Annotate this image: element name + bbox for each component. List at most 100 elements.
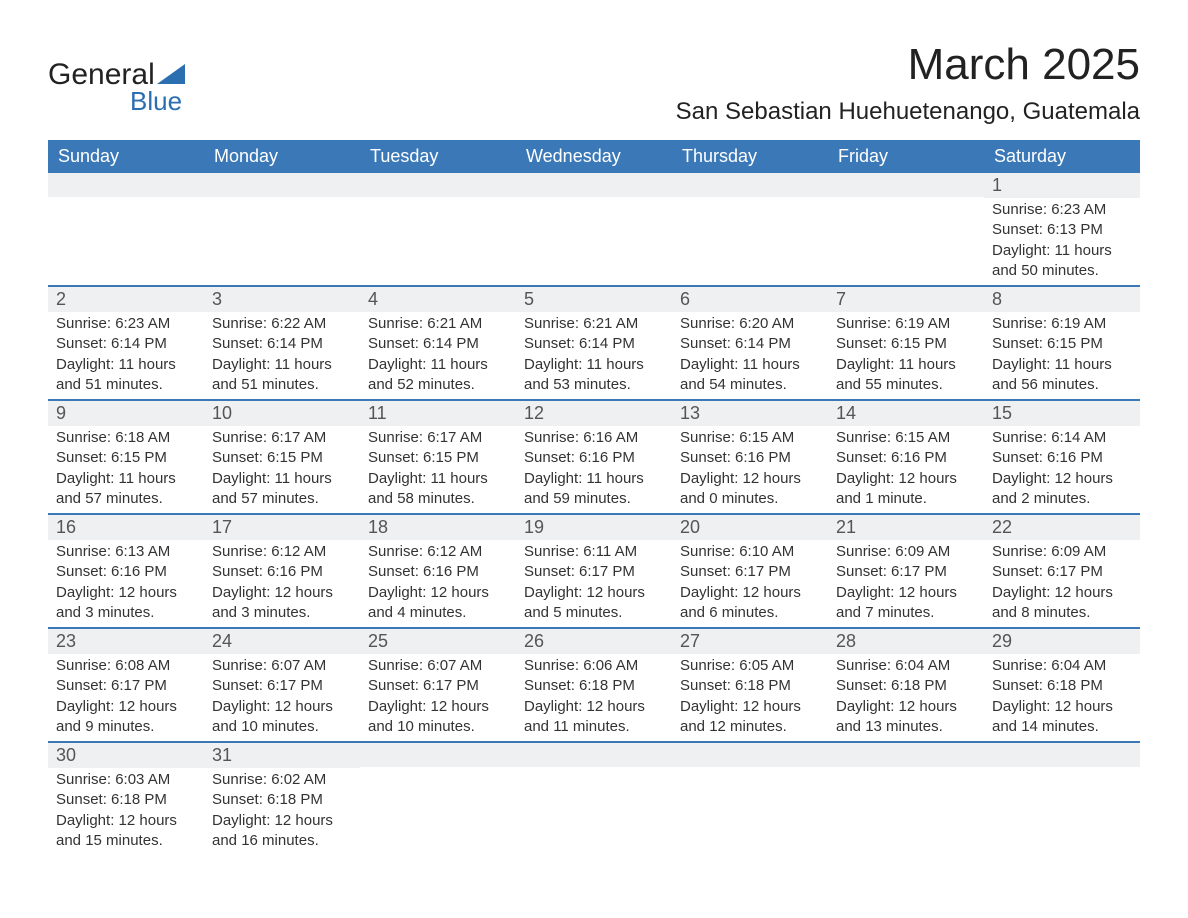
day-details: Sunrise: 6:19 AMSunset: 6:15 PMDaylight:… (984, 312, 1140, 399)
daylight-line: Daylight: 11 hours and 58 minutes. (368, 469, 508, 510)
day-number (672, 743, 828, 767)
sunset-line: Sunset: 6:15 PM (368, 448, 508, 468)
calendar-cell (360, 742, 516, 855)
sunset-line: Sunset: 6:15 PM (992, 334, 1132, 354)
day-number: 15 (984, 401, 1140, 426)
calendar-cell: 2Sunrise: 6:23 AMSunset: 6:14 PMDaylight… (48, 286, 204, 400)
daylight-line: Daylight: 12 hours and 14 minutes. (992, 697, 1132, 738)
calendar-cell: 8Sunrise: 6:19 AMSunset: 6:15 PMDaylight… (984, 286, 1140, 400)
day-number (516, 743, 672, 767)
day-details (828, 197, 984, 271)
calendar-cell: 19Sunrise: 6:11 AMSunset: 6:17 PMDayligh… (516, 514, 672, 628)
day-number: 18 (360, 515, 516, 540)
sunrise-line: Sunrise: 6:13 AM (56, 542, 196, 562)
sunset-line: Sunset: 6:14 PM (680, 334, 820, 354)
day-number: 8 (984, 287, 1140, 312)
day-number (360, 743, 516, 767)
sunrise-line: Sunrise: 6:15 AM (836, 428, 976, 448)
sunset-line: Sunset: 6:17 PM (680, 562, 820, 582)
daylight-line: Daylight: 12 hours and 13 minutes. (836, 697, 976, 738)
daylight-line: Daylight: 11 hours and 54 minutes. (680, 355, 820, 396)
calendar-cell: 28Sunrise: 6:04 AMSunset: 6:18 PMDayligh… (828, 628, 984, 742)
day-details (672, 197, 828, 271)
weekday-header: Thursday (672, 140, 828, 173)
calendar-cell: 25Sunrise: 6:07 AMSunset: 6:17 PMDayligh… (360, 628, 516, 742)
sunrise-line: Sunrise: 6:09 AM (836, 542, 976, 562)
sunset-line: Sunset: 6:16 PM (212, 562, 352, 582)
day-details (360, 197, 516, 271)
day-details: Sunrise: 6:02 AMSunset: 6:18 PMDaylight:… (204, 768, 360, 855)
sunrise-line: Sunrise: 6:20 AM (680, 314, 820, 334)
daylight-line: Daylight: 12 hours and 7 minutes. (836, 583, 976, 624)
month-title: March 2025 (676, 40, 1140, 90)
daylight-line: Daylight: 11 hours and 51 minutes. (56, 355, 196, 396)
day-number: 25 (360, 629, 516, 654)
calendar-cell: 24Sunrise: 6:07 AMSunset: 6:17 PMDayligh… (204, 628, 360, 742)
daylight-line: Daylight: 12 hours and 0 minutes. (680, 469, 820, 510)
day-number: 11 (360, 401, 516, 426)
daylight-line: Daylight: 12 hours and 3 minutes. (56, 583, 196, 624)
day-details: Sunrise: 6:17 AMSunset: 6:15 PMDaylight:… (360, 426, 516, 513)
day-details (204, 197, 360, 271)
day-details: Sunrise: 6:18 AMSunset: 6:15 PMDaylight:… (48, 426, 204, 513)
day-number: 14 (828, 401, 984, 426)
day-details: Sunrise: 6:20 AMSunset: 6:14 PMDaylight:… (672, 312, 828, 399)
calendar-week: 23Sunrise: 6:08 AMSunset: 6:17 PMDayligh… (48, 628, 1140, 742)
calendar-cell: 20Sunrise: 6:10 AMSunset: 6:17 PMDayligh… (672, 514, 828, 628)
calendar-cell (516, 742, 672, 855)
day-details: Sunrise: 6:03 AMSunset: 6:18 PMDaylight:… (48, 768, 204, 855)
weekday-header: Tuesday (360, 140, 516, 173)
day-details (672, 767, 828, 841)
calendar-cell: 4Sunrise: 6:21 AMSunset: 6:14 PMDaylight… (360, 286, 516, 400)
weekday-header: Wednesday (516, 140, 672, 173)
logo: General Blue (48, 60, 185, 114)
sunrise-line: Sunrise: 6:21 AM (368, 314, 508, 334)
sunset-line: Sunset: 6:16 PM (992, 448, 1132, 468)
calendar-cell: 27Sunrise: 6:05 AMSunset: 6:18 PMDayligh… (672, 628, 828, 742)
sunrise-line: Sunrise: 6:12 AM (212, 542, 352, 562)
day-number (984, 743, 1140, 767)
day-number: 30 (48, 743, 204, 768)
sunrise-line: Sunrise: 6:07 AM (368, 656, 508, 676)
daylight-line: Daylight: 11 hours and 50 minutes. (992, 241, 1132, 282)
sunrise-line: Sunrise: 6:04 AM (836, 656, 976, 676)
logo-text-2: Blue (130, 88, 185, 114)
daylight-line: Daylight: 12 hours and 2 minutes. (992, 469, 1132, 510)
day-details: Sunrise: 6:08 AMSunset: 6:17 PMDaylight:… (48, 654, 204, 741)
calendar-cell (48, 173, 204, 286)
day-number: 29 (984, 629, 1140, 654)
calendar-cell (828, 173, 984, 286)
day-details (984, 767, 1140, 841)
day-number: 1 (984, 173, 1140, 198)
calendar-cell: 7Sunrise: 6:19 AMSunset: 6:15 PMDaylight… (828, 286, 984, 400)
calendar-cell (672, 742, 828, 855)
daylight-line: Daylight: 11 hours and 59 minutes. (524, 469, 664, 510)
calendar-cell: 23Sunrise: 6:08 AMSunset: 6:17 PMDayligh… (48, 628, 204, 742)
day-number (672, 173, 828, 197)
calendar-cell: 21Sunrise: 6:09 AMSunset: 6:17 PMDayligh… (828, 514, 984, 628)
day-details: Sunrise: 6:19 AMSunset: 6:15 PMDaylight:… (828, 312, 984, 399)
day-number: 2 (48, 287, 204, 312)
sunset-line: Sunset: 6:17 PM (836, 562, 976, 582)
calendar-week: 2Sunrise: 6:23 AMSunset: 6:14 PMDaylight… (48, 286, 1140, 400)
sunset-line: Sunset: 6:17 PM (212, 676, 352, 696)
sunrise-line: Sunrise: 6:11 AM (524, 542, 664, 562)
calendar-body: 1Sunrise: 6:23 AMSunset: 6:13 PMDaylight… (48, 173, 1140, 855)
sunrise-line: Sunrise: 6:07 AM (212, 656, 352, 676)
calendar-cell: 18Sunrise: 6:12 AMSunset: 6:16 PMDayligh… (360, 514, 516, 628)
daylight-line: Daylight: 11 hours and 57 minutes. (56, 469, 196, 510)
calendar-cell: 5Sunrise: 6:21 AMSunset: 6:14 PMDaylight… (516, 286, 672, 400)
sunrise-line: Sunrise: 6:12 AM (368, 542, 508, 562)
daylight-line: Daylight: 12 hours and 1 minute. (836, 469, 976, 510)
day-number: 21 (828, 515, 984, 540)
daylight-line: Daylight: 12 hours and 10 minutes. (368, 697, 508, 738)
sunrise-line: Sunrise: 6:21 AM (524, 314, 664, 334)
day-number: 5 (516, 287, 672, 312)
calendar-cell (360, 173, 516, 286)
weekday-header: Sunday (48, 140, 204, 173)
calendar-cell: 31Sunrise: 6:02 AMSunset: 6:18 PMDayligh… (204, 742, 360, 855)
sunset-line: Sunset: 6:17 PM (368, 676, 508, 696)
day-details: Sunrise: 6:15 AMSunset: 6:16 PMDaylight:… (828, 426, 984, 513)
sunset-line: Sunset: 6:14 PM (212, 334, 352, 354)
day-number: 9 (48, 401, 204, 426)
